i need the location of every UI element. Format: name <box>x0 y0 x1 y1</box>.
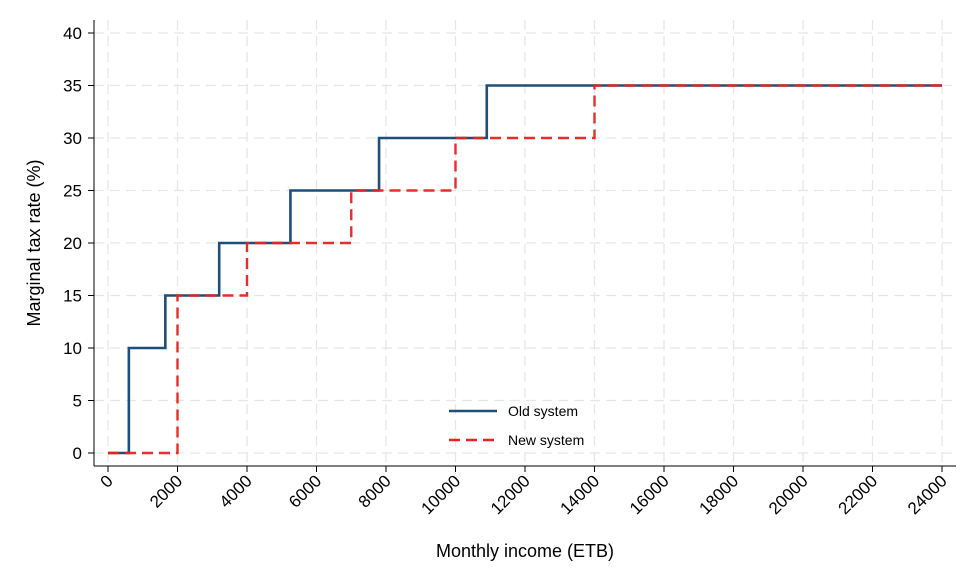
legend-label-new-system: New system <box>508 432 584 448</box>
y-tick-label: 40 <box>63 24 82 43</box>
y-tick-label: 35 <box>63 77 82 96</box>
y-tick-label: 0 <box>73 444 82 463</box>
y-tick-label: 15 <box>63 287 82 306</box>
y-tick-label: 20 <box>63 234 82 253</box>
y-axis-title: Marginal tax rate (%) <box>24 159 44 326</box>
series-line-old-system <box>108 84 942 455</box>
legend: Old system New system <box>449 403 584 448</box>
series-line-new-system <box>108 84 942 455</box>
x-axis-title: Monthly income (ETB) <box>436 541 614 561</box>
legend-label-old-system: Old system <box>508 403 578 419</box>
series-lines <box>108 84 942 455</box>
y-tick-label: 5 <box>73 392 82 411</box>
y-tick-label: 10 <box>63 339 82 358</box>
y-tick-label: 25 <box>63 182 82 201</box>
y-tick-label: 30 <box>63 129 82 148</box>
grid-lines <box>94 20 956 466</box>
